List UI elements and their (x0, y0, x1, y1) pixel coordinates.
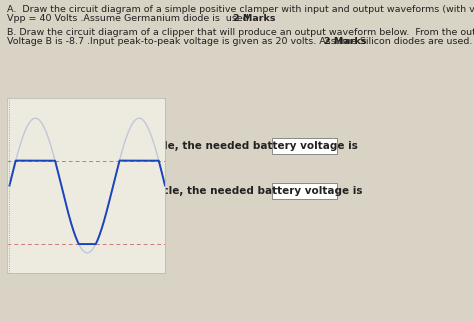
Text: 2. For the negative half cycle, the needed battery voltage is: 2. For the negative half cycle, the need… (7, 186, 363, 196)
FancyBboxPatch shape (272, 138, 337, 154)
FancyBboxPatch shape (272, 183, 337, 199)
Text: Voltage B is -8.7 .Input peak-to-peak voltage is given as 20 volts. Assume Silic: Voltage B is -8.7 .Input peak-to-peak vo… (7, 37, 474, 46)
Text: 2 Marks: 2 Marks (324, 37, 366, 46)
Text: Vpp = 40 Volts .Assume Germanium diode is  used.: Vpp = 40 Volts .Assume Germanium diode i… (7, 14, 258, 23)
Text: 2 Marks: 2 Marks (233, 14, 275, 23)
Text: B. Draw the circuit diagram of a clipper that will produce an output waveform be: B. Draw the circuit diagram of a clipper… (7, 28, 474, 37)
Text: A.  Draw the circuit diagram of a simple positive clamper with input and output : A. Draw the circuit diagram of a simple … (7, 5, 474, 14)
Text: 1. For the positive half cycle, the needed battery voltage is: 1. For the positive half cycle, the need… (7, 141, 358, 151)
